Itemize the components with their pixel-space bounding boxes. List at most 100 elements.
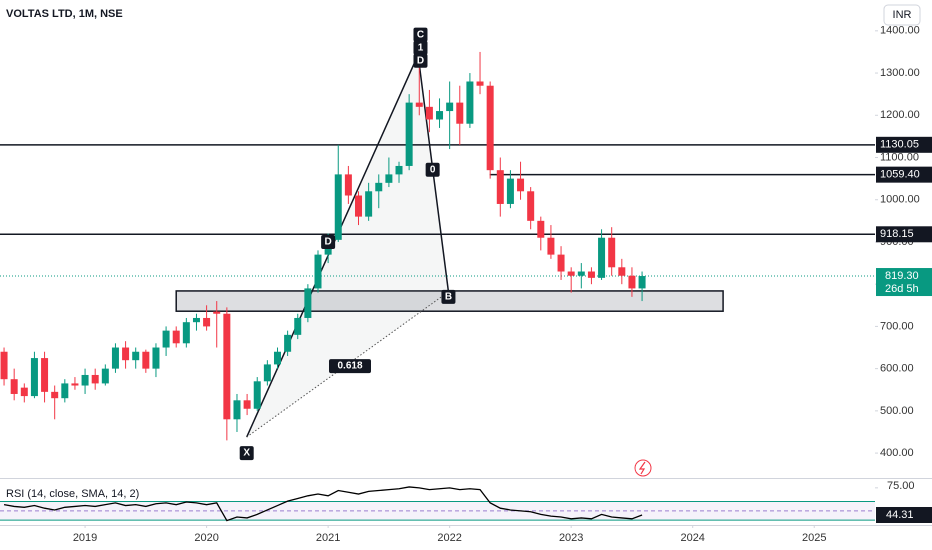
candle-body: [446, 102, 454, 112]
x-tick-label: 2024: [680, 532, 704, 544]
annotation-box: [413, 53, 428, 68]
candle-body: [486, 85, 494, 171]
candle-body: [0, 351, 8, 380]
candle-body: [304, 288, 312, 318]
price-label-box: [876, 166, 932, 183]
y-tick-label: 75.00: [887, 480, 915, 492]
candle-body: [284, 334, 292, 352]
rsi-line: [3, 486, 643, 522]
candle-body: [314, 254, 322, 289]
annotation-box: [425, 162, 440, 177]
price-pane: X C 1 D 0 0.618 D B: [0, 27, 875, 461]
candle-body: [294, 317, 302, 335]
candle-body: [466, 81, 474, 124]
candle-body: [162, 330, 170, 348]
pattern-fill: [246, 54, 449, 438]
candle-body: [436, 111, 444, 120]
candle-body: [577, 271, 585, 276]
candle-body: [385, 174, 393, 183]
candle-body: [547, 237, 555, 255]
candle-body: [618, 267, 626, 276]
candle-body: [355, 195, 363, 217]
overlay: VOLTAS LTD, 1M, NSE INR 400.00 500.00 600.…: [0, 4, 932, 544]
candle-body: [587, 271, 595, 278]
y-tick-label: 1200.00: [880, 109, 920, 121]
last-price-box: [876, 268, 932, 297]
candle-body: [41, 358, 49, 392]
candle-body: [132, 351, 140, 361]
annotation-label: 1: [418, 42, 424, 53]
candle-body: [152, 347, 160, 369]
y-tick-label: 1000.00: [880, 194, 920, 206]
candle-body: [496, 170, 504, 204]
candle-body: [375, 182, 383, 192]
annotation-box: [413, 40, 428, 55]
x-tick-label: 2023: [559, 532, 583, 544]
annotation-label: B: [445, 291, 452, 302]
candle-body: [476, 81, 484, 86]
y-tick-label: 1100.00: [880, 151, 919, 163]
x-tick-label: 2019: [73, 532, 97, 544]
candle-body: [192, 317, 200, 323]
candle-body: [203, 317, 211, 327]
y-tick-label: 500.00: [880, 405, 914, 417]
candle-body: [506, 178, 514, 204]
candle-body: [122, 347, 130, 361]
candle-body: [628, 275, 636, 289]
candle-body: [10, 379, 18, 394]
candle-body: [233, 400, 241, 420]
price-label: 1059.40: [880, 169, 920, 181]
candle-body: [517, 178, 525, 192]
annotation-label: X: [243, 448, 250, 459]
candle-body: [71, 383, 79, 386]
symbol-title: VOLTAS LTD, 1M, NSE: [6, 8, 123, 20]
annotation-box: [441, 289, 456, 304]
annotation-label: D: [417, 55, 424, 66]
candle-body: [182, 322, 190, 344]
y-tick-label: 700.00: [880, 320, 914, 332]
last-price-label: 819.30: [885, 270, 919, 282]
candle-body: [172, 330, 180, 344]
candle-body: [395, 165, 403, 175]
candle-body: [142, 351, 150, 369]
candle-body: [213, 311, 221, 314]
candle-body: [101, 368, 109, 384]
candle-body: [557, 254, 565, 272]
x-tick-label: 2021: [316, 532, 340, 544]
candle-body: [20, 387, 28, 397]
event-icon-bolt: [638, 461, 646, 475]
x-tick-label: 2022: [437, 532, 461, 544]
annotation-box: [239, 446, 254, 461]
candle-body: [91, 374, 99, 384]
annotation-box: [413, 27, 428, 42]
candle-body: [425, 106, 433, 120]
candle-body: [81, 374, 89, 386]
candle-body: [253, 381, 261, 409]
candle-body: [608, 237, 616, 268]
annotation-box: [329, 359, 371, 374]
rsi-value-box: [876, 506, 932, 523]
event-icon[interactable]: [634, 459, 652, 477]
currency-box[interactable]: [883, 4, 921, 26]
candle-body: [51, 391, 59, 399]
candle-body: [527, 191, 535, 221]
countdown-label: 26d 5h: [885, 283, 919, 295]
y-tick-label: 1300.00: [880, 67, 920, 79]
currency[interactable]: INR: [893, 9, 912, 21]
candle-body: [415, 102, 423, 107]
price-label-box: [876, 136, 932, 153]
candle-body: [111, 347, 119, 369]
annotation-label: 0: [430, 164, 436, 175]
candle-body: [405, 102, 413, 166]
price-label: 918.15: [880, 228, 914, 240]
y-tick-label: 1400.00: [880, 25, 920, 37]
candle-body: [273, 351, 281, 365]
candle-body: [638, 276, 646, 289]
candle-body: [263, 364, 271, 382]
candle-body: [344, 174, 352, 196]
price-label: 1130.05: [880, 139, 919, 151]
candle-body: [567, 271, 575, 276]
rsi-value-label: 44.31: [886, 509, 914, 521]
annotation-box: [321, 234, 336, 249]
